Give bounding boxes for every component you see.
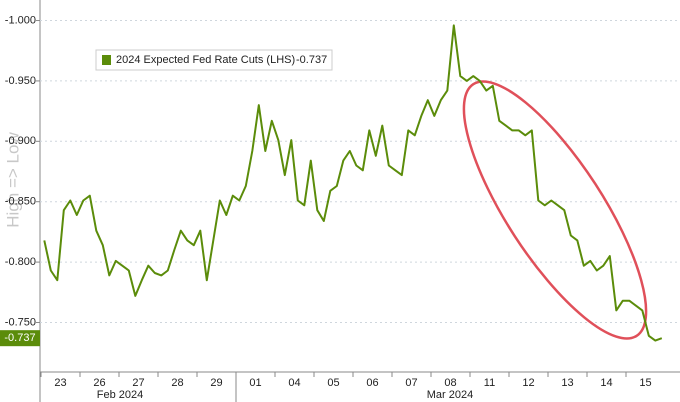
x-tick-label: 12 bbox=[522, 377, 534, 389]
x-tick-label: 28 bbox=[171, 377, 183, 389]
legend-label: 2024 Expected Fed Rate Cuts (LHS) bbox=[116, 54, 295, 66]
month-label: Mar 2024 bbox=[427, 389, 473, 401]
x-tick-label: 05 bbox=[327, 377, 339, 389]
y-tick-label: -0.800 bbox=[5, 256, 36, 268]
y-tick-label: -0.900 bbox=[5, 135, 36, 147]
month-label: Feb 2024 bbox=[97, 389, 143, 401]
legend-box bbox=[95, 49, 333, 71]
y-tick-label: -0.950 bbox=[5, 75, 36, 87]
y-tick-label: -0.750 bbox=[5, 316, 36, 328]
x-tick-label: 26 bbox=[93, 377, 105, 389]
x-tick-label: 14 bbox=[600, 377, 612, 389]
x-tick-label: 29 bbox=[210, 377, 222, 389]
x-tick-label: 04 bbox=[288, 377, 300, 389]
x-tick-label: 06 bbox=[366, 377, 378, 389]
y-tick-label: -1.000 bbox=[5, 14, 36, 26]
y-tick-label: -0.850 bbox=[5, 196, 36, 208]
last-value-tag bbox=[0, 330, 40, 347]
y-axis-label: High => Low bbox=[3, 132, 22, 228]
x-tick-label: 07 bbox=[405, 377, 417, 389]
x-tick-label: 13 bbox=[561, 377, 573, 389]
highlight-ellipse bbox=[462, 80, 648, 340]
legend-value: -0.737 bbox=[296, 54, 327, 66]
last-value-label: -0.737 bbox=[4, 332, 35, 344]
x-tick-label: 01 bbox=[249, 377, 261, 389]
x-tick-label: 27 bbox=[132, 377, 144, 389]
line-series bbox=[43, 24, 663, 342]
legend-swatch bbox=[102, 55, 111, 65]
x-tick-label: 08 bbox=[444, 377, 456, 389]
x-tick-label: 15 bbox=[639, 377, 651, 389]
x-tick-label: 23 bbox=[54, 377, 66, 389]
x-tick-label: 11 bbox=[484, 377, 495, 389]
